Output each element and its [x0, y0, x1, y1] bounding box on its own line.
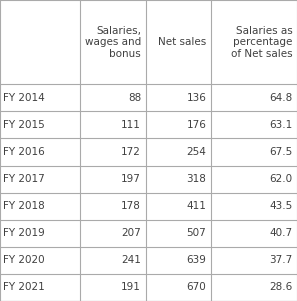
Text: 411: 411 [187, 201, 206, 211]
Text: 67.5: 67.5 [269, 147, 293, 157]
Text: 88: 88 [128, 93, 141, 103]
Text: 62.0: 62.0 [269, 174, 293, 184]
Text: 197: 197 [121, 174, 141, 184]
Text: FY 2019: FY 2019 [3, 228, 45, 238]
Text: 507: 507 [187, 228, 206, 238]
Text: Salaries as
percentage
of Net sales: Salaries as percentage of Net sales [231, 26, 293, 59]
Text: FY 2016: FY 2016 [3, 147, 45, 157]
Text: 207: 207 [121, 228, 141, 238]
Text: 40.7: 40.7 [269, 228, 293, 238]
Text: Salaries,
wages and
bonus: Salaries, wages and bonus [85, 26, 141, 59]
Text: 136: 136 [187, 93, 206, 103]
Text: FY 2020: FY 2020 [3, 255, 45, 265]
Text: 37.7: 37.7 [269, 255, 293, 265]
Text: 254: 254 [187, 147, 206, 157]
Text: 670: 670 [187, 282, 206, 293]
Text: FY 2018: FY 2018 [3, 201, 45, 211]
Text: Net sales: Net sales [158, 37, 206, 47]
Text: FY 2014: FY 2014 [3, 93, 45, 103]
Text: 318: 318 [187, 174, 206, 184]
Text: FY 2021: FY 2021 [3, 282, 45, 293]
Text: 28.6: 28.6 [269, 282, 293, 293]
Text: 63.1: 63.1 [269, 120, 293, 130]
Text: 639: 639 [187, 255, 206, 265]
Text: FY 2017: FY 2017 [3, 174, 45, 184]
Text: 172: 172 [121, 147, 141, 157]
Text: 64.8: 64.8 [269, 93, 293, 103]
Text: 178: 178 [121, 201, 141, 211]
Text: 176: 176 [187, 120, 206, 130]
Text: 241: 241 [121, 255, 141, 265]
Text: 191: 191 [121, 282, 141, 293]
Text: 43.5: 43.5 [269, 201, 293, 211]
Text: 111: 111 [121, 120, 141, 130]
Text: FY 2015: FY 2015 [3, 120, 45, 130]
